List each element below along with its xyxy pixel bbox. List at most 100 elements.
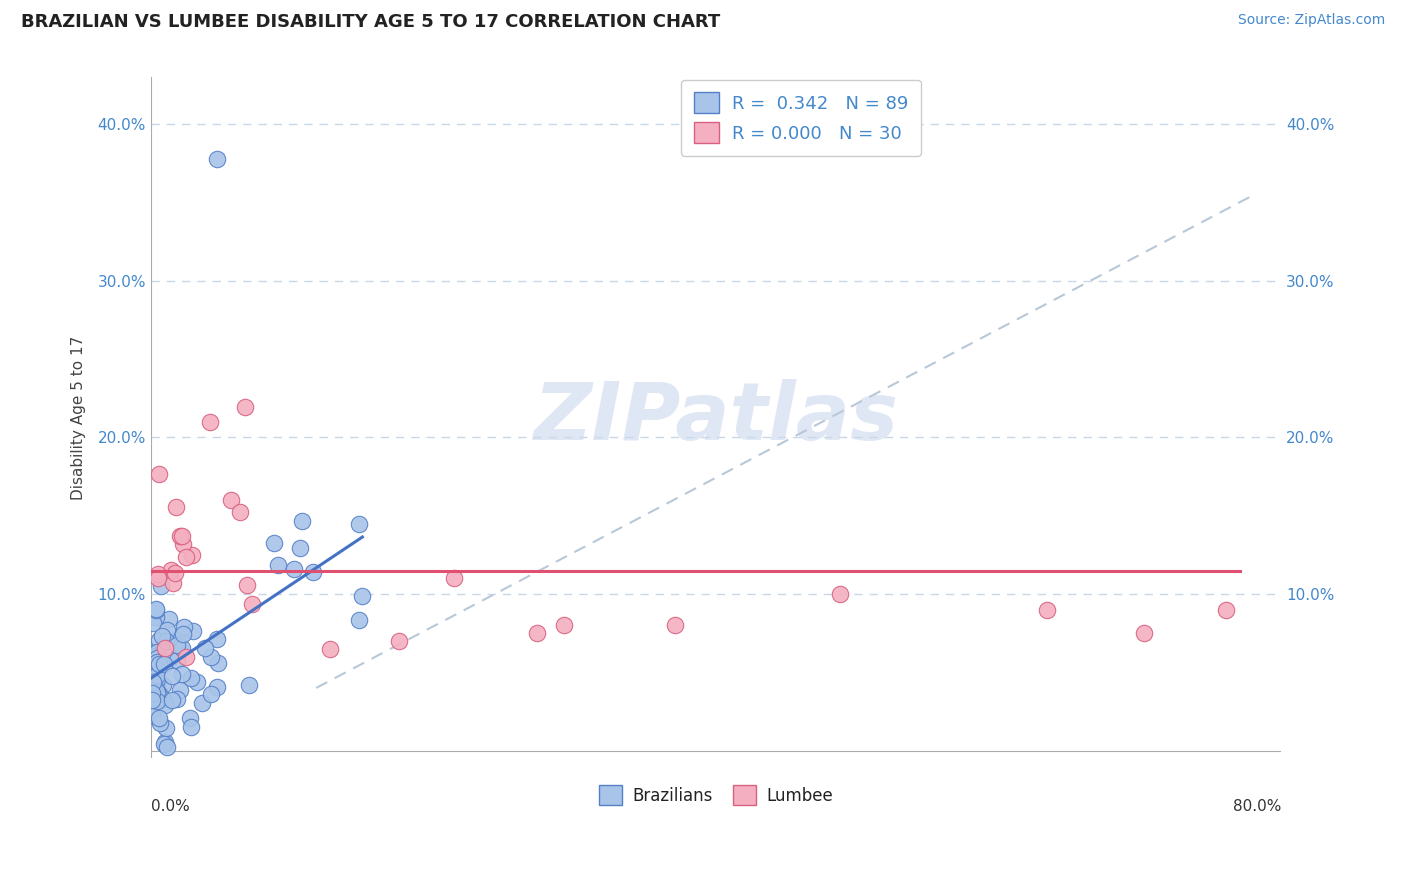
Point [145,687,167,701]
Point [156,739,179,754]
Point [302,565,325,579]
Point [155,721,177,735]
Point [152,678,174,692]
Point [156,623,179,637]
Point [173,620,195,634]
Point [174,549,197,564]
Point [146,656,169,670]
Point [170,529,193,543]
Point [352,589,374,603]
Point [148,687,170,701]
Point [160,668,183,682]
Text: Source: ZipAtlas.com: Source: ZipAtlas.com [1237,13,1385,28]
Point [148,691,170,706]
Point [148,567,170,582]
Point [166,692,188,706]
Point [142,685,165,699]
Point [205,680,228,694]
Text: ZIPatlas: ZIPatlas [533,379,898,457]
Point [291,514,314,528]
Point [165,500,187,514]
Point [145,681,167,696]
Point [194,641,217,656]
Point [235,578,257,592]
Point [148,657,170,672]
Point [148,467,170,481]
Point [150,629,173,643]
Point [186,674,208,689]
Point [166,653,188,667]
Point [180,720,202,734]
Point [145,694,167,708]
Point [141,708,163,723]
Point [163,566,186,581]
Point [238,678,260,692]
Point [149,716,172,731]
Point [240,597,263,611]
Point [664,618,686,632]
Point [1215,602,1237,616]
Point [160,693,183,707]
Point [388,634,411,648]
Point [170,640,193,655]
Point [172,537,194,551]
Point [146,684,169,698]
Point [830,587,852,601]
Point [142,615,165,630]
Point [142,672,165,686]
Point [207,656,229,670]
Point [219,493,242,508]
Point [146,691,169,706]
Point [145,650,167,665]
Point [288,541,311,556]
Point [169,529,191,543]
Point [146,663,169,677]
Point [153,698,176,713]
Point [191,696,214,710]
Point [180,671,202,685]
Point [148,633,170,648]
Point [347,516,370,531]
Point [159,650,181,665]
Point [166,632,188,646]
Point [1036,602,1059,616]
Point [148,711,170,725]
Text: 80.0%: 80.0% [1233,799,1281,814]
Text: BRAZILIAN VS LUMBEE DISABILITY AGE 5 TO 17 CORRELATION CHART: BRAZILIAN VS LUMBEE DISABILITY AGE 5 TO … [21,13,720,31]
Point [149,579,172,593]
Point [443,571,465,585]
Point [143,648,166,663]
Point [155,640,177,655]
Point [176,650,198,665]
Point [141,646,163,660]
Point [141,686,163,700]
Point [319,641,342,656]
Point [153,734,176,748]
Point [146,571,169,585]
Point [143,649,166,664]
Point [526,626,548,640]
Point [263,536,285,550]
Point [146,687,169,701]
Legend: Brazilians, Lumbee: Brazilians, Lumbee [592,779,839,812]
Point [156,635,179,649]
Point [169,682,191,697]
Point [141,659,163,673]
Point [146,673,169,687]
Point [157,612,180,626]
Point [172,627,194,641]
Point [145,610,167,624]
Point [166,639,188,653]
Point [146,668,169,682]
Point [1132,626,1154,640]
Point [162,575,184,590]
Point [160,563,183,577]
Text: 0.0%: 0.0% [150,799,190,814]
Point [153,737,176,751]
Point [142,674,165,689]
Point [200,649,222,664]
Point [181,548,204,562]
Point [141,657,163,672]
Point [148,652,170,666]
Point [200,415,222,429]
